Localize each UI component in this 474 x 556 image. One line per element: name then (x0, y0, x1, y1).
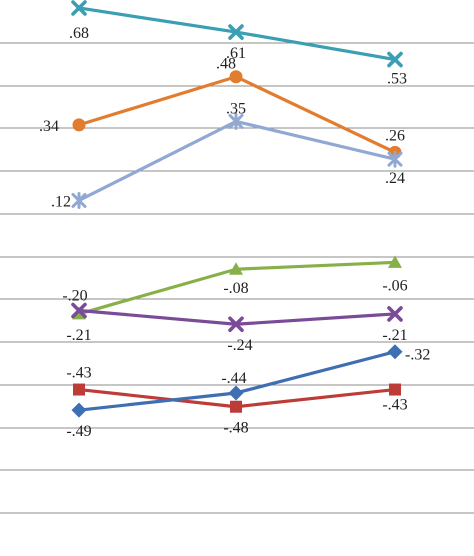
series-2-label-3: .26 (385, 127, 405, 144)
series-7-label-1: -.49 (66, 423, 91, 440)
series-7-label-3: -.32 (405, 347, 430, 364)
series-5-label-2: -.24 (227, 337, 252, 354)
series-4-label-1: -.21 (66, 327, 91, 344)
series-3-line (78, 119, 396, 202)
series-5-point-3 (387, 306, 403, 322)
series-6-point-1 (73, 383, 85, 396)
series-6-label-1: -.43 (66, 365, 91, 382)
series-1-point-3 (387, 51, 403, 68)
series-2-point-1 (72, 118, 86, 132)
series-3-point-3 (387, 150, 403, 168)
series-4-point-2 (229, 262, 243, 275)
series-6-label-3: -.43 (382, 397, 407, 414)
series-4-point-3 (388, 255, 402, 268)
series-5-label-3: -.21 (382, 327, 407, 344)
series-1-point-2 (228, 24, 244, 40)
series-5-label-1: -.20 (62, 287, 87, 304)
series-7-point-3 (387, 344, 403, 360)
series-2-label-2: .48 (216, 56, 236, 73)
series-5-point-2 (228, 316, 244, 333)
series-markers (71, 0, 403, 418)
series-2-point-2 (229, 70, 243, 84)
series-6-label-2: -.48 (223, 420, 248, 437)
series-1-label-2: .61 (226, 45, 246, 62)
series-1-label-1: .68 (69, 25, 89, 42)
series-4-label-2: -.08 (223, 280, 248, 297)
series-7-point-2 (228, 385, 244, 401)
series-2-label-1: .34 (39, 118, 59, 135)
series-3-label-1: .12 (51, 193, 71, 210)
series-1-label-3: .53 (387, 71, 407, 88)
data-labels: .68 .61 .53 .34 .48 .26 .12 .35 .24 -.21 -.08 -.06 -… (39, 25, 430, 440)
series-7-point-1 (71, 402, 87, 418)
series-6-point-2 (230, 400, 242, 413)
series-7-label-2: -.44 (221, 370, 246, 387)
series-6-point-3 (389, 383, 401, 396)
series-3-point-1 (71, 191, 87, 209)
series-3-label-3: .24 (385, 170, 405, 187)
series-3-label-2: .35 (226, 100, 246, 117)
series-5-point-1 (71, 302, 87, 319)
series-4-label-3: -.06 (382, 277, 407, 294)
series-1-point-1 (71, 0, 87, 16)
series-3-point-2 (228, 112, 244, 130)
